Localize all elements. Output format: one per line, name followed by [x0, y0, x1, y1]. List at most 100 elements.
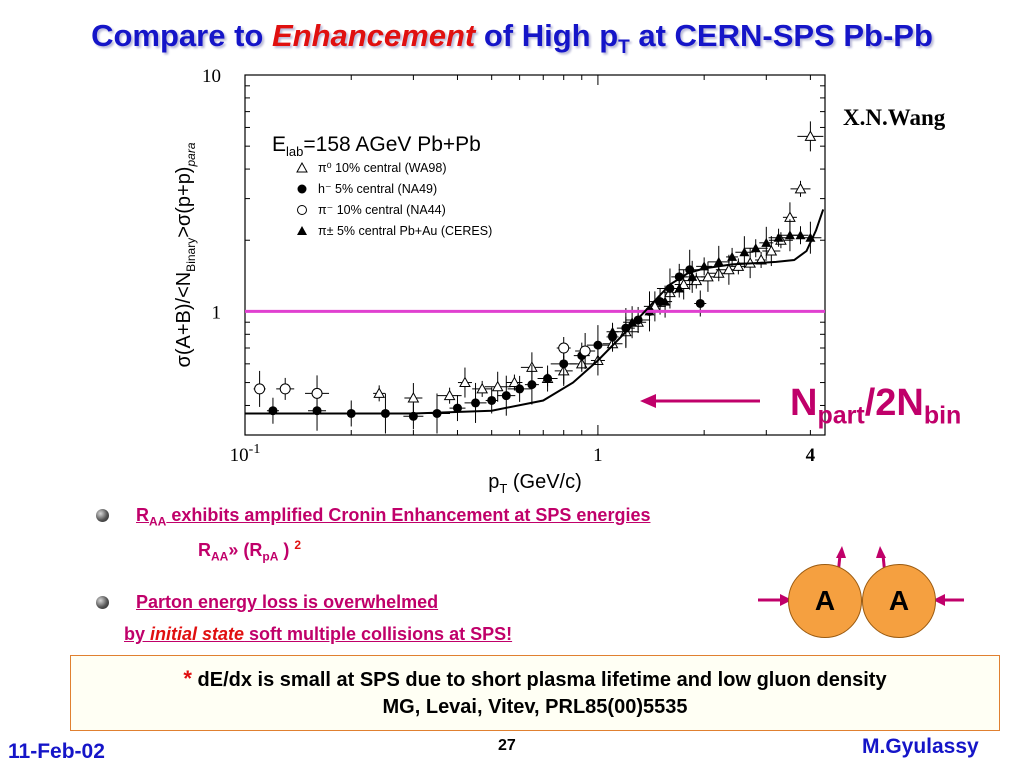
data-point [457, 367, 472, 398]
marker [407, 392, 420, 403]
marker [501, 391, 511, 401]
data-point [755, 251, 768, 268]
marker [794, 182, 807, 194]
legend: Elab=158 AGeV Pb+Pb π⁰ 10% central (WA98… [272, 133, 492, 238]
slide-title: Compare to Enhancement of High pT at CER… [91, 18, 933, 59]
data-point [403, 403, 424, 430]
data-point [305, 375, 330, 412]
marker [579, 345, 591, 357]
data-point [449, 395, 466, 422]
marker [727, 251, 738, 261]
y-tick-label: 1 [212, 302, 222, 323]
theory-curve [245, 209, 825, 415]
legend-entry: π± 5% central Pb+Au (CERES) [297, 224, 492, 238]
note-box: * dE/dx is small at SPS due to short pla… [70, 655, 1000, 731]
data-point [485, 387, 498, 414]
data-point [373, 385, 386, 402]
note-line1: * dE/dx is small at SPS due to short pla… [183, 666, 887, 691]
marker [660, 296, 671, 306]
legend-entry: π⁰ 10% central (WA98) [296, 161, 447, 175]
marker [795, 230, 806, 240]
marker [593, 340, 603, 350]
data-point [276, 377, 295, 400]
data-point [507, 375, 532, 402]
marker [311, 387, 323, 399]
legend-title-rest: =158 AGeV Pb+Pb [303, 133, 480, 156]
data-point [575, 332, 596, 369]
marker [559, 359, 569, 369]
data-point [537, 365, 558, 392]
data-point [437, 387, 462, 404]
marker [750, 243, 761, 253]
nucleus-right: A [862, 564, 936, 638]
data-point [253, 370, 266, 407]
data-point [606, 322, 619, 341]
marker [254, 383, 266, 395]
data-point [768, 228, 789, 247]
marker [443, 389, 456, 401]
marker [739, 247, 750, 257]
bullet2-line2: by initial state soft multiple collision… [124, 624, 513, 644]
data-point [730, 258, 747, 275]
page-number: 27 [498, 737, 516, 754]
footer-date: 11-Feb-02 [8, 740, 105, 763]
bullet2-text: Parton energy loss is overwhelmed [136, 592, 439, 612]
legend-label: π⁰ 10% central (WA98) [318, 161, 447, 175]
marker [508, 376, 521, 388]
marker [713, 256, 724, 266]
x-tick-label: 10-1 [230, 442, 261, 466]
bullet1-text: RAA exhibits amplified Cronin Enhancemen… [136, 505, 651, 529]
data-point [497, 375, 516, 416]
footer-author: M.Gyulassy [862, 735, 979, 758]
note-line2: MG, Levai, Vitev, PRL85(00)5535 [382, 696, 688, 718]
axis-ticks [244, 75, 825, 436]
marker [765, 245, 778, 256]
marker [279, 383, 291, 395]
marker [723, 263, 735, 275]
data-point [726, 247, 739, 266]
data-point [556, 337, 571, 360]
bullet-icon [96, 596, 109, 609]
marker [607, 326, 618, 336]
legend-marker [297, 184, 307, 194]
data-point [759, 226, 774, 259]
x-tick-label: 1 [593, 445, 603, 466]
marker [784, 230, 795, 240]
npart-label: Npart/2Nbin [790, 382, 962, 430]
marker [627, 317, 638, 327]
legend-title: Elab=158 AGeV Pb+Pb [272, 133, 481, 159]
x-axis-label: pT (GeV/c) [488, 471, 582, 496]
legend-label: h⁻ 5% central (NA49) [318, 182, 437, 196]
marker [373, 387, 386, 398]
data-point [707, 245, 730, 278]
x-tick-labels: 10-1 1 4 [230, 442, 816, 466]
legend-title-sub: lab [286, 144, 303, 159]
legend-entry: h⁻ 5% central (NA49) [297, 182, 437, 196]
marker [487, 395, 497, 405]
data-point [524, 364, 539, 405]
marker [695, 298, 705, 308]
marker [558, 342, 570, 354]
arrow-npart [640, 394, 760, 408]
plot-frame [244, 74, 826, 436]
marker [491, 380, 504, 392]
data-point [696, 257, 713, 276]
legend-marker [297, 226, 307, 235]
data-point [464, 382, 487, 423]
data-point [266, 397, 279, 424]
marker [687, 271, 698, 281]
nucleus-left: A [788, 564, 862, 638]
legend-marker [297, 205, 307, 215]
data-point [792, 226, 809, 245]
marker [674, 283, 685, 293]
data-point [790, 180, 811, 197]
marker [543, 374, 553, 384]
marker [459, 376, 471, 388]
marker [515, 384, 525, 394]
legend-entry: π⁻ 10% central (NA44) [297, 203, 446, 217]
bullet1-formula: RAA» (RpA ) 2 [198, 538, 302, 564]
bullet-icon [96, 509, 109, 522]
legend-label: π⁻ 10% central (NA44) [318, 203, 446, 217]
marker [761, 237, 772, 247]
data-point [643, 291, 666, 322]
